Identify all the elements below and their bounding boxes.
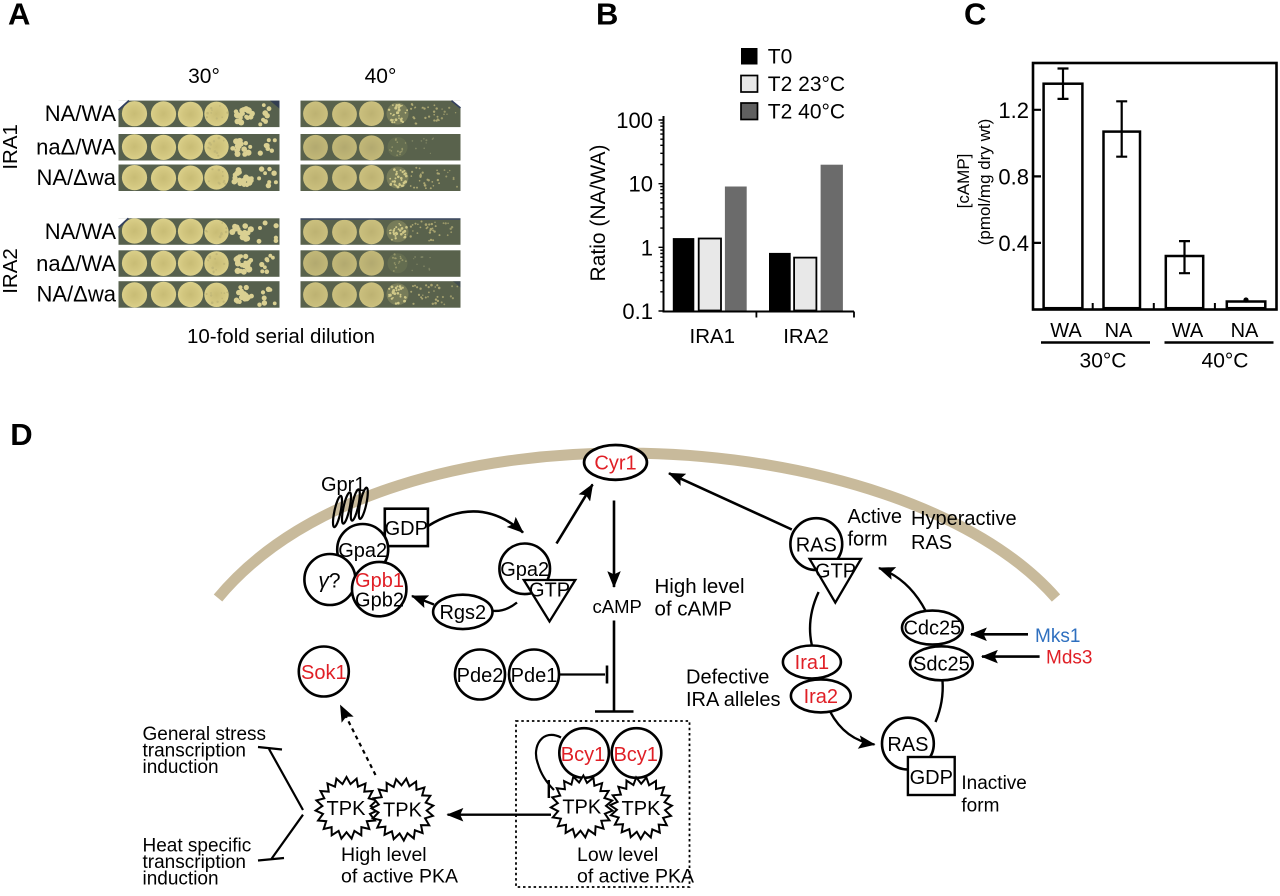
svg-text:High level: High level — [341, 844, 427, 866]
svg-text:TPK: TPK — [383, 800, 423, 822]
svg-text:B: B — [596, 0, 618, 32]
svg-text:40°: 40° — [365, 65, 397, 88]
svg-text:T2 40°C: T2 40°C — [768, 101, 845, 124]
svg-text:Heat specific: Heat specific — [143, 836, 252, 857]
svg-text:Low level: Low level — [577, 844, 658, 866]
svg-text:NA/WA: NA/WA — [45, 101, 117, 126]
svg-text:Gpa2: Gpa2 — [338, 540, 387, 562]
svg-text:Bcy1: Bcy1 — [561, 744, 605, 766]
svg-text:Sdc25: Sdc25 — [913, 654, 970, 676]
svg-text:Mds3: Mds3 — [1046, 648, 1092, 669]
svg-text:IRA alleles: IRA alleles — [686, 689, 781, 711]
svg-text:Defective: Defective — [686, 667, 769, 689]
svg-text:[cAMP]: [cAMP] — [954, 154, 973, 209]
svg-text:Pde2: Pde2 — [457, 665, 504, 687]
svg-text:High level: High level — [655, 575, 745, 598]
svg-text:Gpb2: Gpb2 — [355, 590, 404, 612]
svg-text:0.4: 0.4 — [998, 231, 1029, 256]
svg-text:(pmol/mg dry wt): (pmol/mg dry wt) — [975, 119, 994, 246]
svg-text:T0: T0 — [768, 46, 793, 69]
svg-text:TPK: TPK — [562, 797, 602, 819]
svg-text:of active PKA: of active PKA — [341, 866, 458, 888]
svg-text:RAS: RAS — [796, 535, 837, 557]
svg-text:Ira1: Ira1 — [795, 652, 829, 674]
svg-text:Inactive: Inactive — [961, 773, 1026, 794]
svg-text:form: form — [961, 796, 999, 817]
svg-text:NA/WA: NA/WA — [45, 219, 117, 244]
svg-text:Sok1: Sok1 — [301, 662, 347, 684]
svg-text:IRA1: IRA1 — [690, 325, 736, 348]
svg-text:TPK: TPK — [327, 798, 367, 820]
svg-text:GTP: GTP — [529, 580, 570, 602]
svg-text:Cdc25: Cdc25 — [903, 618, 961, 640]
svg-text:30°C: 30°C — [1080, 350, 1127, 373]
svg-text:Rgs2: Rgs2 — [439, 602, 486, 624]
svg-text:Cyr1: Cyr1 — [594, 453, 636, 475]
svg-text:TPK: TPK — [622, 798, 662, 820]
svg-text:induction: induction — [143, 869, 219, 890]
svg-text:form: form — [848, 529, 888, 551]
svg-text:Gpb1: Gpb1 — [355, 570, 404, 592]
svg-text:C: C — [964, 0, 986, 32]
svg-text:GDP: GDP — [385, 518, 428, 540]
svg-text:40°C: 40°C — [1202, 350, 1249, 373]
svg-text:Bcy1: Bcy1 — [613, 744, 657, 766]
svg-text:Ira2: Ira2 — [804, 686, 838, 708]
svg-text:0.8: 0.8 — [998, 164, 1029, 189]
svg-text:WA: WA — [1050, 320, 1082, 342]
svg-text:GTP: GTP — [815, 561, 856, 583]
svg-text:γ?: γ? — [318, 570, 340, 593]
svg-text:naΔ/WA: naΔ/WA — [36, 251, 116, 276]
svg-text:Mks1: Mks1 — [1035, 626, 1080, 647]
svg-text:1: 1 — [641, 235, 653, 260]
svg-text:NA/Δwa: NA/Δwa — [37, 165, 117, 190]
svg-text:Ratio (NA/WA): Ratio (NA/WA) — [587, 145, 610, 282]
svg-text:Pde1: Pde1 — [511, 665, 558, 687]
svg-text:1.2: 1.2 — [998, 98, 1029, 123]
svg-text:General stress: General stress — [143, 724, 267, 745]
svg-text:30°: 30° — [188, 65, 220, 88]
svg-text:naΔ/WA: naΔ/WA — [36, 135, 116, 160]
svg-text:induction: induction — [143, 757, 219, 778]
svg-text:0.1: 0.1 — [622, 299, 653, 324]
svg-text:WA: WA — [1172, 320, 1204, 342]
svg-text:NA/Δwa: NA/Δwa — [37, 282, 117, 307]
svg-text:10: 10 — [629, 172, 653, 197]
svg-text:NA: NA — [1231, 320, 1259, 342]
svg-text:A: A — [8, 0, 30, 32]
svg-text:cAMP: cAMP — [593, 596, 642, 617]
svg-text:D: D — [10, 417, 32, 452]
svg-text:NA: NA — [1105, 320, 1133, 342]
svg-text:IRA2: IRA2 — [0, 248, 22, 294]
svg-text:IRA1: IRA1 — [0, 124, 22, 170]
svg-text:transcription: transcription — [143, 741, 247, 762]
svg-text:T2 23°C: T2 23°C — [768, 73, 845, 96]
svg-text:RAS: RAS — [911, 532, 952, 554]
svg-text:Hyperactive: Hyperactive — [911, 508, 1017, 530]
svg-text:100: 100 — [616, 108, 653, 133]
svg-text:transcription: transcription — [143, 852, 247, 873]
svg-text:GDP: GDP — [910, 767, 953, 789]
svg-text:RAS: RAS — [887, 734, 928, 756]
svg-text:of cAMP: of cAMP — [655, 598, 732, 621]
svg-text:Gpr1: Gpr1 — [321, 474, 365, 496]
svg-text:IRA2: IRA2 — [783, 325, 829, 348]
svg-text:of active PKA: of active PKA — [577, 866, 694, 888]
svg-text:Gpa2: Gpa2 — [500, 559, 549, 581]
svg-text:10-fold serial dilution: 10-fold serial dilution — [187, 325, 375, 348]
svg-text:Active: Active — [848, 506, 902, 528]
